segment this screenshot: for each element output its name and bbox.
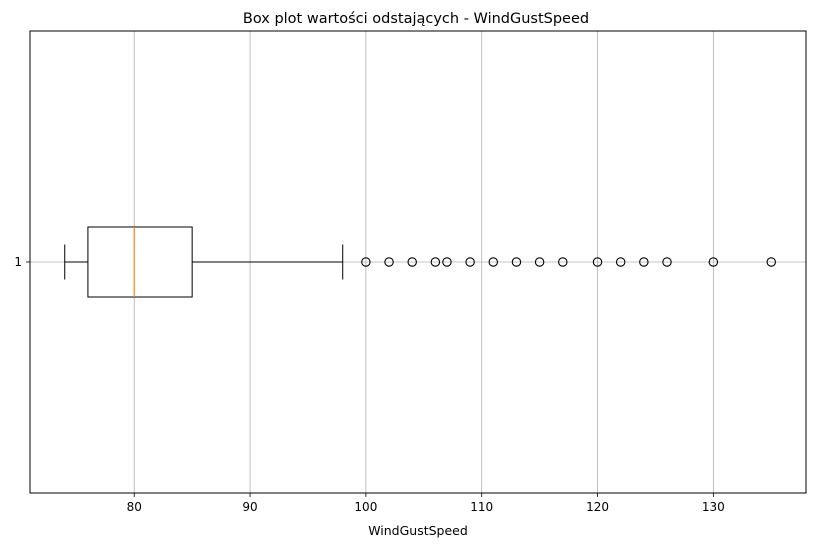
x-axis-label: WindGustSpeed xyxy=(368,523,468,538)
chart-title: Box plot wartości odstających - WindGust… xyxy=(243,11,589,27)
y-tick-label: 1 xyxy=(14,255,22,269)
x-tick-label: 130 xyxy=(702,500,725,514)
x-tick-label: 120 xyxy=(586,500,609,514)
iqr-box xyxy=(88,227,192,297)
x-tick-label: 110 xyxy=(470,500,493,514)
x-tick-label: 90 xyxy=(242,500,257,514)
x-tick-label: 100 xyxy=(354,500,377,514)
x-tick-label: 80 xyxy=(127,500,142,514)
